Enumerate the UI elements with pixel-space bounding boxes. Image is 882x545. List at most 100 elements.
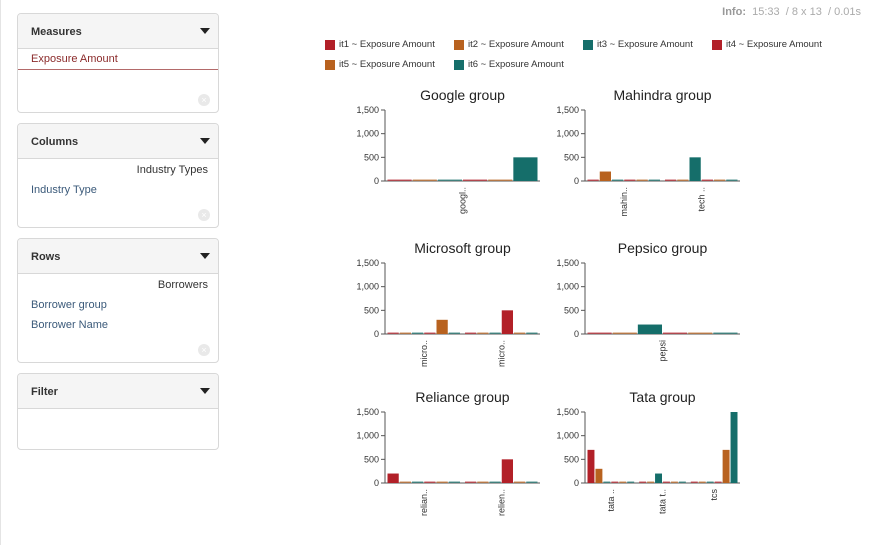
bar <box>701 179 713 181</box>
x-tick-label: googl.. <box>458 187 468 214</box>
legend-label: it3 ~ Exposure Amount <box>597 39 693 50</box>
caret-down-icon[interactable] <box>200 138 210 144</box>
measures-body: Exposure Amount × <box>18 49 218 112</box>
clear-circle-icon[interactable]: × <box>198 209 210 221</box>
rows-header-label: Borrowers <box>157 279 208 291</box>
y-tick-label: 1,500 <box>356 258 379 268</box>
caret-down-icon[interactable] <box>200 28 210 34</box>
y-tick-label: 1,000 <box>556 129 579 139</box>
bar <box>463 179 488 181</box>
y-tick-label: 1,000 <box>556 282 579 292</box>
bar <box>587 332 612 334</box>
rows-panel: Rows Borrowers Borrower group Borrower N… <box>17 238 219 363</box>
y-tick-label: 0 <box>374 329 379 339</box>
caret-down-icon[interactable] <box>200 388 210 394</box>
bar <box>412 332 424 334</box>
bar <box>424 332 436 334</box>
bar <box>627 481 635 483</box>
y-tick-label: 1,000 <box>356 431 379 441</box>
column-item-industry-type[interactable]: Industry Type <box>31 184 97 196</box>
bar <box>688 332 713 334</box>
x-tick-label: micro.. <box>419 340 429 367</box>
legend-swatch <box>583 40 593 50</box>
bar <box>501 459 513 483</box>
clear-circle-icon[interactable]: × <box>198 94 210 106</box>
bar <box>603 481 611 483</box>
bar <box>647 481 655 483</box>
filter-header[interactable]: Filter <box>18 374 218 409</box>
bar <box>648 179 660 181</box>
bar <box>637 324 662 334</box>
x-tick-label: tcs <box>709 489 719 501</box>
bar <box>387 179 412 181</box>
rows-header[interactable]: Rows <box>18 239 218 274</box>
bar <box>448 481 460 483</box>
legend-label: it5 ~ Exposure Amount <box>339 59 435 70</box>
chart-panel: Microsoft group 0 500 1,000 1,500 micro.. micr… <box>356 240 540 367</box>
bar <box>619 481 627 483</box>
bar <box>424 481 436 483</box>
columns-body: Industry Types Industry Type × <box>18 159 218 227</box>
legend-swatch <box>712 40 722 50</box>
bar <box>399 332 411 334</box>
bar <box>599 171 611 181</box>
chart-title: Tata group <box>629 389 695 405</box>
columns-panel: Columns Industry Types Industry Type × <box>17 123 219 228</box>
bar <box>677 179 689 181</box>
info-duration: 0.01s <box>834 6 861 18</box>
rows-body: Borrowers Borrower group Borrower Name × <box>18 274 218 362</box>
info-label: Info: <box>722 6 746 18</box>
bar <box>501 310 513 334</box>
measures-title: Measures <box>31 26 82 38</box>
y-tick-label: 0 <box>374 176 379 186</box>
bar <box>448 332 460 334</box>
legend-swatch <box>454 60 464 70</box>
chart-title: Mahindra group <box>613 87 711 103</box>
bar <box>678 481 686 483</box>
legend-label: it1 ~ Exposure Amount <box>339 39 435 50</box>
bar <box>526 481 538 483</box>
chart-panel: Pepsico group 0 500 1,000 1,500 pepsi <box>556 240 740 362</box>
bar <box>655 473 662 483</box>
bar <box>663 481 670 483</box>
measures-header[interactable]: Measures <box>18 14 218 49</box>
clear-circle-icon[interactable]: × <box>198 344 210 356</box>
measure-item-exposure-amount[interactable]: Exposure Amount <box>18 49 218 70</box>
bar <box>587 179 599 181</box>
y-tick-label: 0 <box>574 176 579 186</box>
legend-swatch <box>325 60 335 70</box>
bar <box>477 481 489 483</box>
y-tick-label: 500 <box>564 305 579 315</box>
caret-down-icon[interactable] <box>200 253 210 259</box>
info-bar: Info: 15:33 / 8 x 13 / 0.01s <box>722 6 861 18</box>
bar <box>465 332 477 334</box>
row-item-borrower-name[interactable]: Borrower Name <box>31 319 109 331</box>
x-tick-label: tata .. <box>606 489 616 512</box>
bar <box>665 179 677 181</box>
info-dims: 8 x 13 <box>791 6 822 18</box>
columns-header[interactable]: Columns <box>18 124 218 159</box>
legend-label: it2 ~ Exposure Amount <box>468 39 564 50</box>
bar <box>437 179 462 181</box>
legend-label: it4 ~ Exposure Amount <box>726 39 822 50</box>
x-tick-label: relien.. <box>496 489 506 516</box>
bar <box>465 481 477 483</box>
y-tick-label: 1,000 <box>356 282 379 292</box>
bar <box>513 157 538 181</box>
bar <box>387 473 399 483</box>
y-tick-label: 1,500 <box>356 407 379 417</box>
columns-title: Columns <box>31 136 79 148</box>
y-tick-label: 1,000 <box>556 431 579 441</box>
bar <box>587 449 595 483</box>
bar <box>690 481 698 483</box>
bar <box>436 319 448 334</box>
y-tick-label: 500 <box>364 454 379 464</box>
bar <box>612 332 637 334</box>
bar <box>387 332 399 334</box>
y-tick-label: 1,500 <box>356 105 379 115</box>
chart-panel: Mahindra group 0 500 1,000 1,500 mahin.. tech … <box>556 87 740 217</box>
info-time: 15:33 <box>752 6 780 18</box>
bar <box>514 332 526 334</box>
row-item-borrower-group[interactable]: Borrower group <box>31 299 107 311</box>
chart-title: Reliance group <box>415 389 509 405</box>
